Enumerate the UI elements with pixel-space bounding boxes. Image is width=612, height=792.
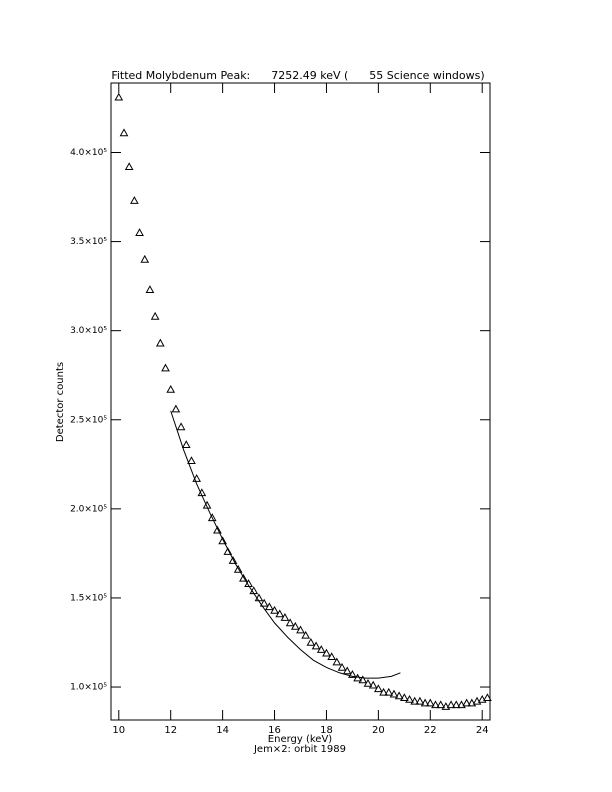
data-point xyxy=(363,678,373,687)
fit-line xyxy=(170,410,401,679)
y-tick-label: 2.5×10⁵ xyxy=(70,415,107,425)
data-point xyxy=(140,254,150,263)
chart-title: Fitted Molybdenum Peak: 7252.49 keV ( 55… xyxy=(111,69,484,82)
x-axis-label: Energy (keV) xyxy=(268,734,333,745)
y-tick-label: 2.0×10⁵ xyxy=(70,504,107,514)
data-point xyxy=(311,641,321,650)
data-point xyxy=(394,691,404,700)
y-tick-label: 4.0×10⁵ xyxy=(70,148,107,158)
x-tick-label: 24 xyxy=(476,725,489,736)
data-point xyxy=(171,404,181,413)
data-point xyxy=(477,694,487,703)
data-point xyxy=(431,700,440,709)
data-point xyxy=(410,696,420,705)
data-point xyxy=(290,621,300,630)
x-tick-label: 20 xyxy=(372,725,385,736)
data-point xyxy=(446,700,456,709)
y-axis-label: Detector counts xyxy=(55,362,66,442)
data-point xyxy=(145,285,155,293)
y-tick-label: 1.0×10⁵ xyxy=(70,683,107,693)
data-point xyxy=(436,700,446,709)
data-point xyxy=(379,687,388,696)
data-point xyxy=(342,666,352,675)
data-point xyxy=(425,698,435,707)
data-point xyxy=(358,675,368,684)
data-point xyxy=(301,630,311,639)
plot-frame xyxy=(110,82,491,721)
data-point xyxy=(181,440,191,449)
data-point xyxy=(306,637,316,646)
x-tick-label: 22 xyxy=(424,725,437,736)
data-point xyxy=(483,693,492,702)
data-point xyxy=(420,698,430,707)
data-point xyxy=(161,363,170,372)
y-tick-label: 3.0×10⁵ xyxy=(70,326,107,336)
data-point xyxy=(233,564,243,573)
y-tick-label: 3.5×10⁵ xyxy=(70,237,107,247)
data-point xyxy=(462,698,471,707)
data-point xyxy=(114,92,124,101)
data-point xyxy=(467,698,477,707)
y-tick-label: 1.5×10⁵ xyxy=(70,593,107,603)
data-point xyxy=(332,657,342,666)
data-point xyxy=(296,625,305,634)
data-point xyxy=(280,613,290,621)
data-point xyxy=(119,128,129,137)
data-point xyxy=(327,652,337,661)
data-point xyxy=(270,605,279,614)
data-point xyxy=(223,547,233,555)
x-tick-label: 12 xyxy=(164,725,177,736)
data-point xyxy=(202,500,212,509)
data-point xyxy=(176,422,186,431)
data-point xyxy=(207,513,217,522)
data-point xyxy=(150,311,160,320)
data-point xyxy=(389,689,399,698)
data-point xyxy=(337,662,347,671)
data-point xyxy=(187,456,196,465)
data-point xyxy=(135,228,144,236)
data-point xyxy=(441,702,451,710)
data-point xyxy=(155,338,165,347)
data-point xyxy=(451,700,461,709)
data-point xyxy=(399,693,409,702)
data-point xyxy=(316,645,326,653)
x-tick-label: 18 xyxy=(320,725,333,736)
data-point xyxy=(239,573,248,582)
data-point xyxy=(166,384,176,393)
data-point xyxy=(124,162,134,171)
data-point xyxy=(368,680,378,689)
data-point xyxy=(213,525,222,534)
data-point xyxy=(405,694,414,703)
data-point xyxy=(415,696,425,705)
x-tick-label: 16 xyxy=(268,725,281,736)
data-point xyxy=(322,648,331,657)
data-point xyxy=(348,670,357,678)
data-point xyxy=(374,684,383,693)
data-point xyxy=(285,618,295,627)
x-tick-label: 14 xyxy=(216,725,229,736)
data-point xyxy=(275,609,285,618)
data-point xyxy=(228,555,238,564)
data-point xyxy=(384,687,394,696)
data-point xyxy=(472,696,482,705)
data-point xyxy=(259,598,269,607)
x-tick-label: 10 xyxy=(112,725,125,736)
data-point xyxy=(130,196,139,204)
data-point xyxy=(264,602,274,611)
data-point xyxy=(457,700,466,709)
data-point xyxy=(218,536,227,545)
subtitle: Jem×2: orbit 1989 xyxy=(253,744,346,755)
